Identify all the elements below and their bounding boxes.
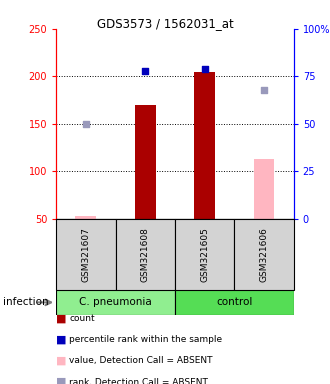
- Text: C. pneumonia: C. pneumonia: [79, 297, 152, 308]
- Bar: [135, 105, 156, 219]
- Bar: [56, 219, 116, 290]
- Text: GSM321606: GSM321606: [259, 227, 269, 282]
- Text: GSM321605: GSM321605: [200, 227, 209, 282]
- Bar: [234, 219, 294, 290]
- Text: ■: ■: [56, 356, 67, 366]
- Point: [83, 121, 88, 127]
- Bar: [75, 216, 96, 219]
- Text: GSM321608: GSM321608: [141, 227, 150, 282]
- Bar: [56, 290, 175, 315]
- Text: ■: ■: [56, 314, 67, 324]
- Text: GSM321607: GSM321607: [81, 227, 90, 282]
- Text: infection: infection: [3, 297, 49, 308]
- Text: rank, Detection Call = ABSENT: rank, Detection Call = ABSENT: [69, 377, 208, 384]
- Text: ■: ■: [56, 335, 67, 345]
- Text: control: control: [216, 297, 252, 308]
- Point: [143, 68, 148, 74]
- Bar: [175, 290, 294, 315]
- Bar: [115, 219, 175, 290]
- Text: ■: ■: [56, 377, 67, 384]
- Bar: [175, 219, 234, 290]
- Bar: [194, 71, 215, 219]
- Bar: [254, 159, 275, 219]
- Text: percentile rank within the sample: percentile rank within the sample: [69, 335, 222, 344]
- Point: [202, 66, 207, 72]
- Point: [261, 86, 267, 93]
- Text: value, Detection Call = ABSENT: value, Detection Call = ABSENT: [69, 356, 213, 366]
- Text: count: count: [69, 314, 95, 323]
- Text: GDS3573 / 1562031_at: GDS3573 / 1562031_at: [97, 17, 233, 30]
